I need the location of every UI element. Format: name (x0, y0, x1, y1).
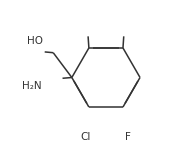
Text: Cl: Cl (81, 132, 91, 142)
Text: HO: HO (27, 36, 43, 46)
Text: F: F (125, 132, 131, 142)
Text: H₂N: H₂N (22, 81, 41, 91)
